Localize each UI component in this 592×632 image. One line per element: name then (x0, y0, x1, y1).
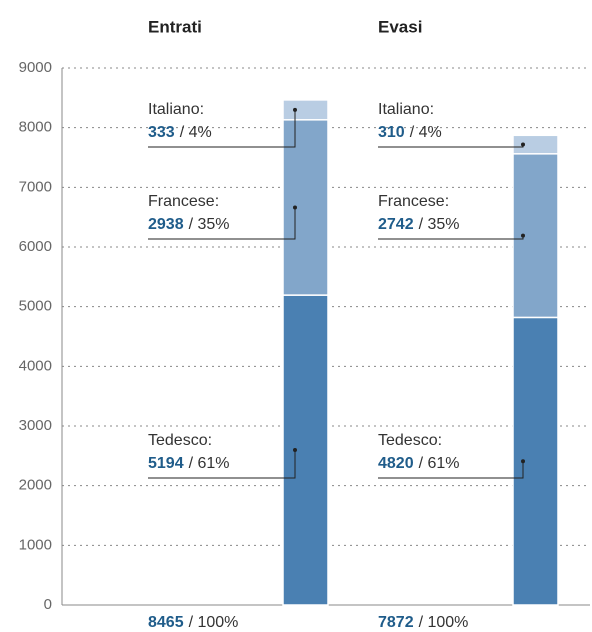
total-share: / 100% (189, 614, 239, 631)
bar-segment (512, 316, 559, 606)
value-label: 333 / 4% (148, 124, 212, 141)
total: 7872 (378, 614, 414, 631)
bar-segment (282, 294, 329, 606)
y-tick-label: 4000 (19, 357, 52, 374)
y-tick-label: 0 (44, 596, 52, 613)
y-tick-label: 8000 (19, 119, 52, 136)
category-title: Entrati (148, 17, 202, 36)
share: / 4% (410, 124, 442, 141)
bar-segment (282, 119, 329, 296)
share: / 35% (419, 216, 460, 233)
value: 2938 (148, 216, 184, 233)
share: / 35% (189, 216, 230, 233)
value-label: 2742 / 35% (378, 216, 460, 233)
series-name: Tedesco: (148, 432, 212, 449)
leader-dot (521, 459, 525, 464)
y-tick-label: 1000 (19, 536, 52, 553)
value: 4820 (378, 455, 414, 472)
y-tick-label: 9000 (19, 59, 52, 76)
y-tick-label: 3000 (19, 417, 52, 434)
share: / 61% (189, 455, 230, 472)
value: 5194 (148, 455, 184, 472)
value: 310 (378, 124, 405, 141)
y-tick-label: 7000 (19, 178, 52, 195)
leader-line (148, 450, 296, 479)
share: / 4% (180, 124, 212, 141)
y-tick-label: 2000 (19, 477, 52, 494)
series-name: Italiano: (378, 101, 434, 118)
value-label: 4820 / 61% (378, 455, 460, 472)
category-title: Evasi (378, 17, 422, 36)
leader-line (378, 461, 524, 479)
bar-segment (512, 153, 559, 319)
leader-dot (293, 205, 297, 210)
series-name: Italiano: (148, 101, 204, 118)
leader-dot (293, 448, 297, 453)
value-label: 5194 / 61% (148, 455, 230, 472)
share: / 61% (419, 455, 460, 472)
y-tick-label: 6000 (19, 238, 52, 255)
value-label: 310 / 4% (378, 124, 442, 141)
leader-line (148, 207, 296, 240)
series-name: Tedesco: (378, 432, 442, 449)
total: 8465 (148, 614, 184, 631)
total-label: 7872 / 100% (378, 614, 468, 631)
leader-line (148, 109, 296, 148)
y-tick-label: 5000 (19, 298, 52, 315)
value: 2742 (378, 216, 414, 233)
total-share: / 100% (419, 614, 469, 631)
series-name: Francese: (148, 193, 219, 210)
leader-dot (521, 142, 525, 147)
bar-segment (282, 99, 329, 121)
leader-dot (293, 107, 297, 112)
leader-line (378, 144, 524, 148)
series-name: Francese: (378, 193, 449, 210)
bar-segment (512, 134, 559, 155)
value-label: 2938 / 35% (148, 216, 230, 233)
total-label: 8465 / 100% (148, 614, 238, 631)
leader-dot (521, 233, 525, 238)
value: 333 (148, 124, 175, 141)
leader-line (378, 235, 524, 240)
